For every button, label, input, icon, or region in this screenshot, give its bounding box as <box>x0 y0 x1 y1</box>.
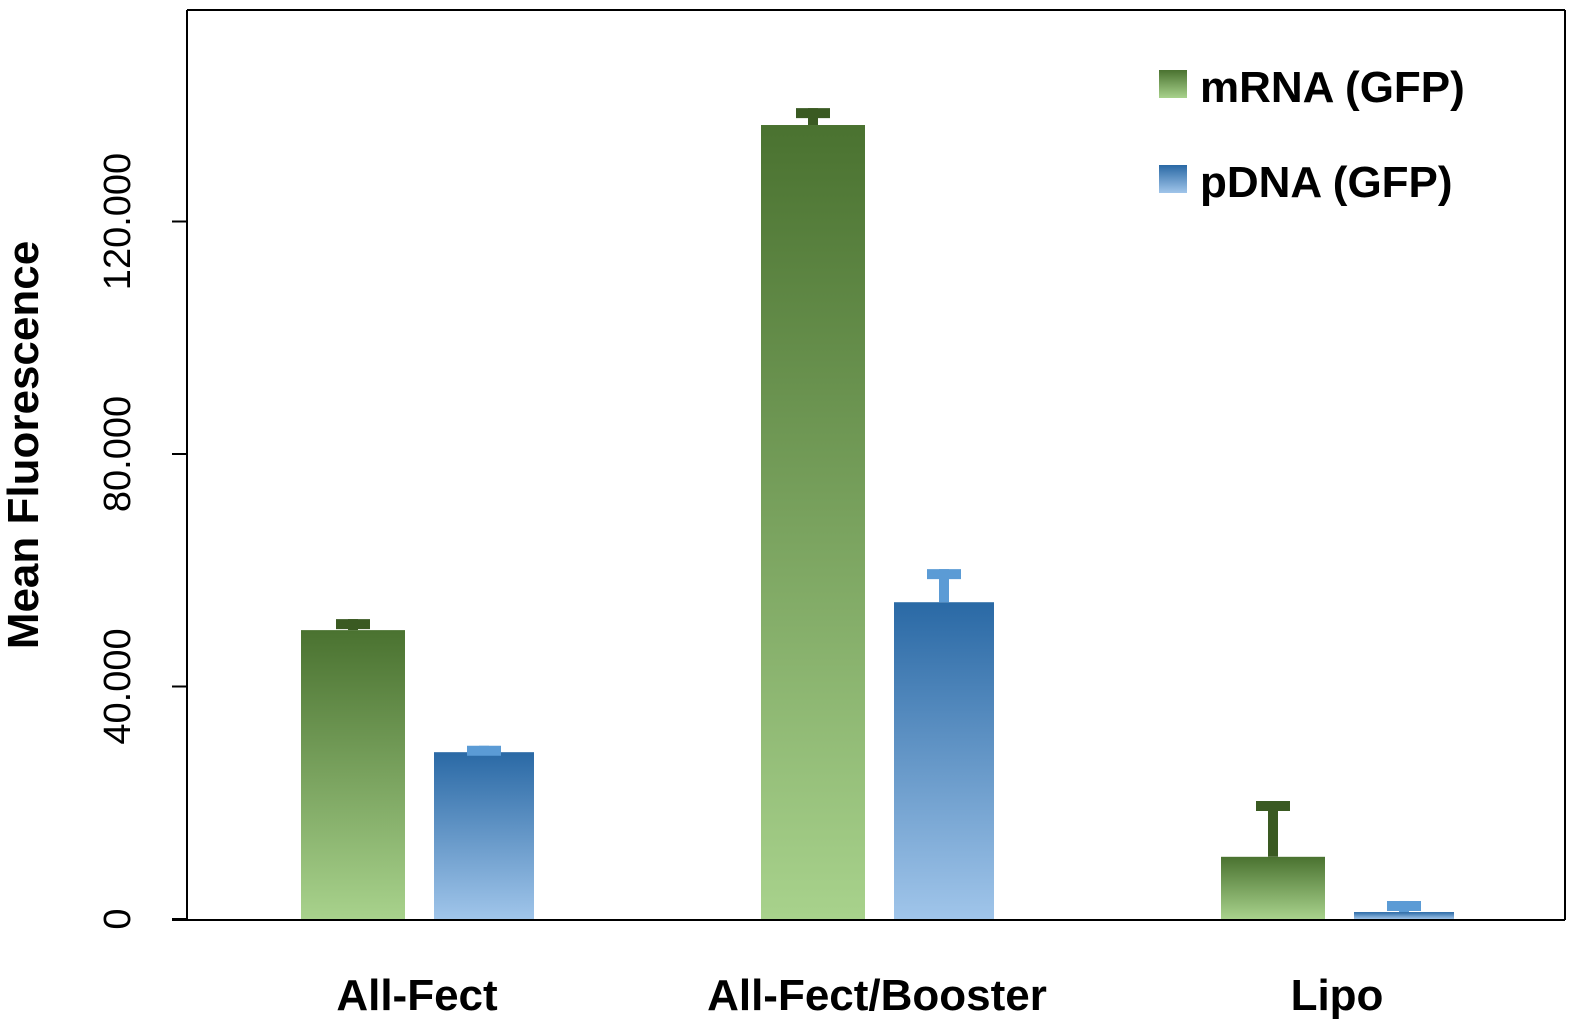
legend-swatch <box>1159 70 1187 98</box>
y-axis-label: Mean Fluorescence <box>0 241 48 649</box>
bar <box>761 125 865 919</box>
bar <box>894 602 994 919</box>
bar <box>434 752 534 919</box>
bar <box>1221 856 1325 919</box>
legend-label: pDNA (GFP) <box>1200 158 1453 207</box>
y-tick-label: 0 <box>97 908 139 929</box>
bar <box>1354 912 1454 919</box>
y-tick-label: 40.000 <box>97 628 139 744</box>
legend-swatch <box>1159 165 1187 193</box>
x-category-label: All-Fect/Booster <box>707 971 1047 1020</box>
bar <box>301 630 405 919</box>
y-tick-label: 120.000 <box>97 153 139 290</box>
legend-label: mRNA (GFP) <box>1200 63 1465 112</box>
x-category-label: All-Fect <box>336 971 498 1020</box>
legend: mRNA (GFP) pDNA (GFP) <box>1159 63 1465 207</box>
plot-frame <box>172 9 1566 921</box>
x-category-label: Lipo <box>1291 971 1384 1020</box>
y-tick-label: 80.000 <box>97 396 139 512</box>
